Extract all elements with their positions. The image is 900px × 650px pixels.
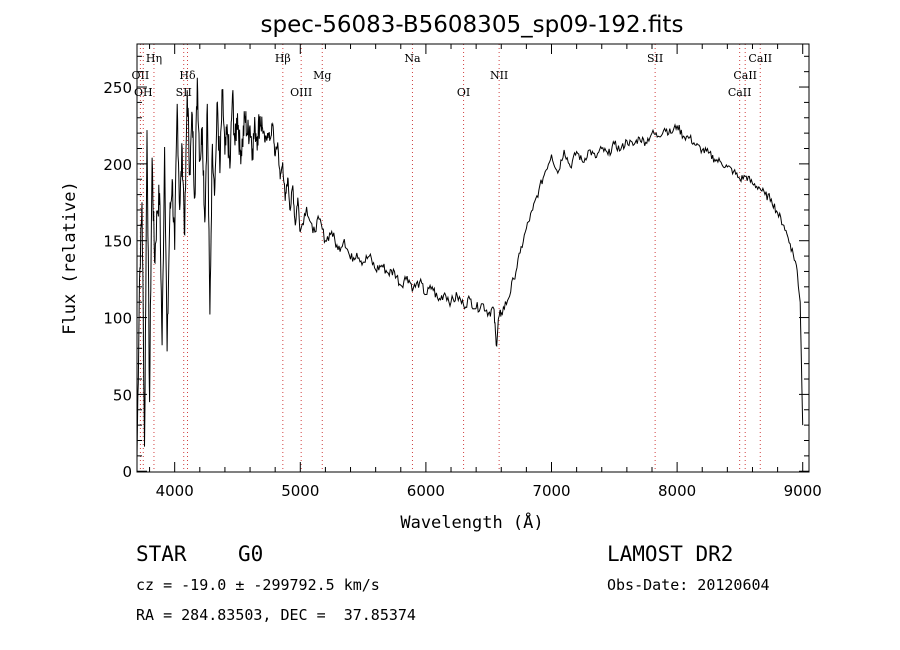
line-marker-label: Na <box>404 52 421 65</box>
y-tick-label: 50 <box>113 386 132 404</box>
object-class: STAR <box>136 542 187 566</box>
line-marker-label: SII <box>176 86 192 99</box>
line-marker-label: CaII <box>733 69 757 82</box>
y-tick-label: 250 <box>103 79 132 97</box>
obs-date: Obs-Date: 20120604 <box>607 576 770 594</box>
x-tick-label: 8000 <box>658 482 696 500</box>
x-axis-label: Wavelength (Å) <box>400 511 543 533</box>
line-marker-label: OII <box>132 69 150 82</box>
line-marker-label: Mg <box>313 69 331 82</box>
line-marker-label: OIII <box>290 86 312 99</box>
y-tick-label: 200 <box>103 156 132 174</box>
line-marker-label: Hβ <box>275 52 291 65</box>
line-marker-label: Hδ <box>179 69 196 82</box>
y-tick-label: 100 <box>103 310 132 328</box>
survey-name: LAMOST DR2 <box>607 542 734 566</box>
y-tick-label: 150 <box>103 233 132 251</box>
object-subclass: G0 <box>238 542 264 566</box>
line-marker-label: Hη <box>146 52 162 65</box>
coordinates: RA = 284.83503, DEC = 37.85374 <box>136 606 416 624</box>
axis-ticks: 4000 5000 6000 7000 8000 9000 0 50 100 150 200 250 <box>103 44 822 500</box>
spectrum-chart: spec-56083-B5608305_sp09-192.fits Hη OII O… <box>60 12 822 533</box>
line-marker-label: OH <box>134 86 153 99</box>
line-marker-label: CaII <box>748 52 772 65</box>
x-tick-label: 6000 <box>407 482 445 500</box>
x-tick-label: 9000 <box>784 482 822 500</box>
line-marker-label: NII <box>490 69 508 82</box>
x-tick-label: 7000 <box>532 482 570 500</box>
y-tick-label: 0 <box>122 463 132 481</box>
line-marker-label: OI <box>457 86 470 99</box>
spectrum-line <box>136 77 804 459</box>
chart-title: spec-56083-B5608305_sp09-192.fits <box>261 12 684 38</box>
x-tick-label: 5000 <box>281 482 319 500</box>
x-tick-label: 4000 <box>156 482 194 500</box>
line-marker-label: SII <box>647 52 663 65</box>
line-marker-label: CaII <box>728 86 752 99</box>
plot-frame <box>136 43 810 473</box>
y-axis-label: Flux (relative) <box>60 181 80 335</box>
redshift-text: cz = -19.0 ± -299792.5 km/s <box>136 576 380 594</box>
